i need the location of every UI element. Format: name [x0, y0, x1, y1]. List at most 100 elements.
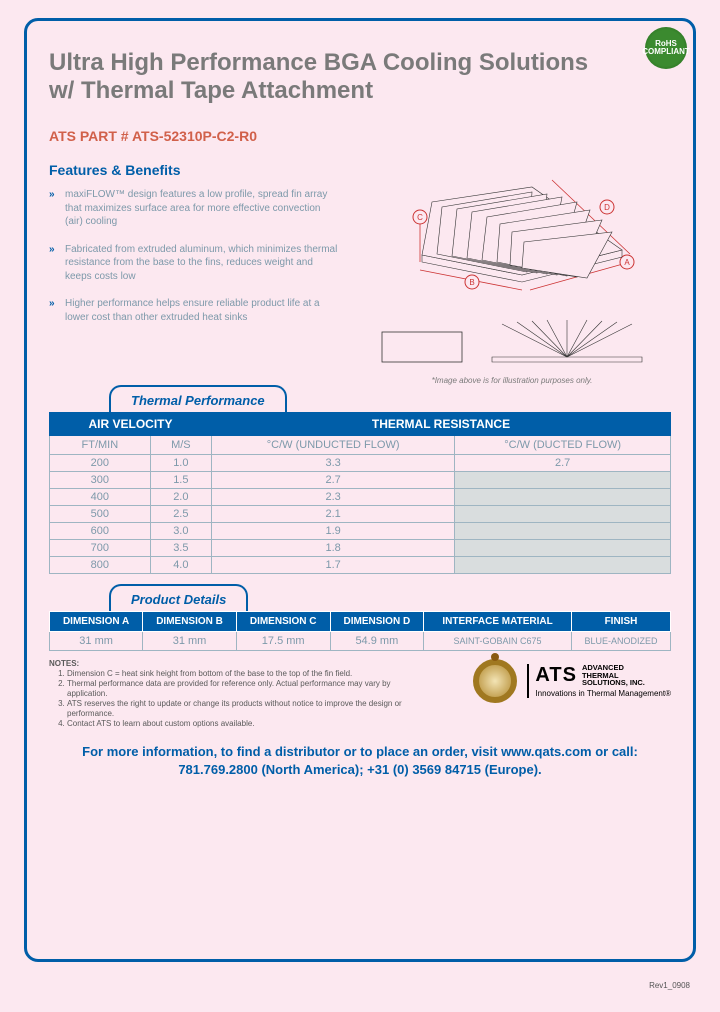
svg-text:D: D: [604, 203, 610, 212]
bullet-icon: »: [49, 188, 65, 229]
note-item: Thermal performance data are provided fo…: [67, 679, 409, 699]
cell: 1.5: [150, 472, 211, 489]
logo-area: ATS ADVANCEDTHERMALSOLUTIONS, INC. Innov…: [469, 655, 671, 707]
note-item: Contact ATS to learn about custom option…: [67, 719, 409, 729]
cell: 2.1: [211, 506, 454, 523]
table-row: 8004.01.7: [50, 557, 671, 574]
svg-text:C: C: [417, 213, 423, 222]
notes-logo-row: NOTES: Dimension C = heat sink height fr…: [49, 651, 671, 729]
table-row: 31 mm 31 mm 17.5 mm 54.9 mm SAINT-GOBAIN…: [50, 632, 671, 651]
cell: [455, 523, 671, 540]
cell: [455, 540, 671, 557]
feature-text: Fabricated from extruded aluminum, which…: [65, 243, 339, 284]
feature-item: »maxiFLOW™ design features a low profile…: [49, 188, 339, 229]
cell: 3.0: [150, 523, 211, 540]
header-cell: DIMENSION A: [50, 612, 143, 632]
cell: 1.8: [211, 540, 454, 557]
cell: 2.0: [150, 489, 211, 506]
cell: [455, 506, 671, 523]
notes: NOTES: Dimension C = heat sink height fr…: [49, 659, 409, 729]
cell: 1.0: [150, 455, 211, 472]
cell: 200: [50, 455, 151, 472]
cell: 2.5: [150, 506, 211, 523]
header-cell: FINISH: [571, 612, 670, 632]
cell: [455, 557, 671, 574]
logo-ats: ATS: [535, 664, 577, 687]
table-row: 4002.02.3: [50, 489, 671, 506]
cell: SAINT-GOBAIN C675: [424, 632, 572, 651]
subheader-cell: FT/MIN: [50, 436, 151, 455]
cell: [455, 489, 671, 506]
table-row: 3001.52.7: [50, 472, 671, 489]
cell: 800: [50, 557, 151, 574]
table-sub-header: FT/MIN M/S °C/W (UNDUCTED FLOW) °C/W (DU…: [50, 436, 671, 455]
product-table: DIMENSION A DIMENSION B DIMENSION C DIME…: [49, 611, 671, 651]
illustration-column: C B A D: [353, 162, 671, 385]
heatsink-profile-illustration: [372, 312, 652, 372]
part-number: ATS PART # ATS-52310P-C2-R0: [49, 128, 671, 144]
header-cell: DIMENSION D: [330, 612, 424, 632]
features-row: Features & Benefits »maxiFLOW™ design fe…: [49, 162, 671, 385]
cell: BLUE-ANODIZED: [571, 632, 670, 651]
cell: 2.3: [211, 489, 454, 506]
logo-tagline: Innovations in Thermal Management®: [535, 689, 671, 698]
thermal-table: AIR VELOCITY THERMAL RESISTANCE FT/MIN M…: [49, 412, 671, 574]
table-row: 5002.52.1: [50, 506, 671, 523]
features-column: Features & Benefits »maxiFLOW™ design fe…: [49, 162, 339, 385]
table-row: 2001.03.32.7: [50, 455, 671, 472]
cell: 17.5 mm: [236, 632, 330, 651]
bullet-icon: »: [49, 297, 65, 324]
cell: 31 mm: [50, 632, 143, 651]
table-header: DIMENSION A DIMENSION B DIMENSION C DIME…: [50, 612, 671, 632]
cell: 600: [50, 523, 151, 540]
cell: 4.0: [150, 557, 211, 574]
subheader-cell: °C/W (UNDUCTED FLOW): [211, 436, 454, 455]
feature-item: »Higher performance helps ensure reliabl…: [49, 297, 339, 324]
page-border: RoHS COMPLIANT Ultra High Performance BG…: [24, 18, 696, 962]
table-row: 7003.51.8: [50, 540, 671, 557]
feature-text: maxiFLOW™ design features a low profile,…: [65, 188, 339, 229]
cell: 54.9 mm: [330, 632, 424, 651]
cell: 700: [50, 540, 151, 557]
header-cell: DIMENSION C: [236, 612, 330, 632]
page-title: Ultra High Performance BGA Cooling Solut…: [49, 49, 671, 104]
cell: 2.7: [455, 455, 671, 472]
notes-title: NOTES:: [49, 659, 409, 669]
table-group-header: AIR VELOCITY THERMAL RESISTANCE: [50, 413, 671, 436]
table-row: 6003.01.9: [50, 523, 671, 540]
header-cell: DIMENSION B: [143, 612, 237, 632]
cell: 500: [50, 506, 151, 523]
q-logo-icon: [469, 655, 521, 707]
bullet-icon: »: [49, 243, 65, 284]
rohs-badge: RoHS COMPLIANT: [645, 27, 687, 69]
revision-label: Rev1_0908: [649, 981, 690, 990]
thermal-tab: Thermal Performance: [109, 385, 287, 412]
logo-text: ATS ADVANCEDTHERMALSOLUTIONS, INC. Innov…: [527, 664, 671, 698]
cell: 3.3: [211, 455, 454, 472]
cell: 2.7: [211, 472, 454, 489]
cell: 1.9: [211, 523, 454, 540]
header-cell: THERMAL RESISTANCE: [211, 413, 670, 436]
cell: [455, 472, 671, 489]
subheader-cell: °C/W (DUCTED FLOW): [455, 436, 671, 455]
note-item: ATS reserves the right to update or chan…: [67, 699, 409, 719]
svg-text:B: B: [469, 278, 474, 287]
cta-text: For more information, to find a distribu…: [49, 743, 671, 778]
header-cell: INTERFACE MATERIAL: [424, 612, 572, 632]
cell: 1.7: [211, 557, 454, 574]
product-tab: Product Details: [109, 584, 248, 611]
feature-item: »Fabricated from extruded aluminum, whic…: [49, 243, 339, 284]
logo-sub: ADVANCEDTHERMALSOLUTIONS, INC.: [582, 664, 645, 687]
cell: 400: [50, 489, 151, 506]
cell: 300: [50, 472, 151, 489]
illustration-note: *Image above is for illustration purpose…: [432, 376, 593, 385]
cell: 31 mm: [143, 632, 237, 651]
feature-text: Higher performance helps ensure reliable…: [65, 297, 339, 324]
subheader-cell: M/S: [150, 436, 211, 455]
svg-text:A: A: [624, 258, 630, 267]
heatsink-isometric-illustration: C B A D: [372, 162, 652, 312]
note-item: Dimension C = heat sink height from bott…: [67, 669, 409, 679]
cell: 3.5: [150, 540, 211, 557]
header-cell: AIR VELOCITY: [50, 413, 212, 436]
features-title: Features & Benefits: [49, 162, 339, 178]
